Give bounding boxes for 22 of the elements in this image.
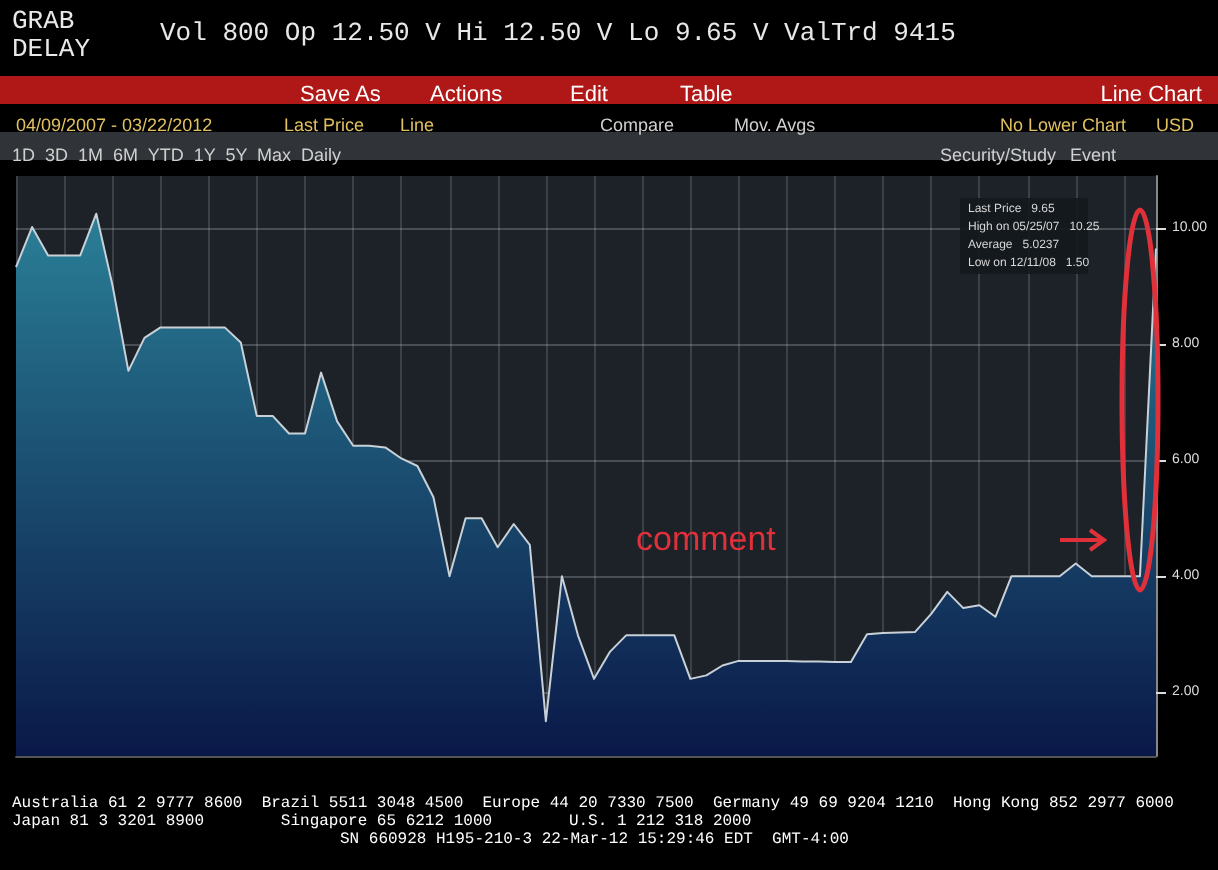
text: Mov. Avgs [734,115,817,135]
text: 04/09/2007 - 03/22/2012 [16,115,213,135]
text: Vol 800 Op 12.50 V Hi 12.50 V Lo 9.65 V ValTrd 9415 [160,18,956,48]
text: Edit [570,83,608,107]
text: Actions [430,83,504,107]
text: 1D 3D 1M 6M YTD 1Y 5Y Max Daily [12,145,343,165]
text: Save As [300,83,382,107]
text: No Lower Chart [1000,115,1128,135]
annotation: comment [636,520,777,558]
text: DELAY [12,34,91,64]
text: Australia 61 2 9777 8600 Brazil 5511 3048 4500 Europe 44 20 7330 7500 Germany 49 69 9204 1210 Hong Kong 852 2977 6000 [12,795,1175,813]
text: Japan 81 3 3201 8900 Singapore 65 6212 1000 U.S. 1 212 318 2000 [12,813,752,831]
text: Table [680,83,733,107]
text: SN 660928 H195-210-3 22-Mar-12 15:29:46 EDT GMT-4:00 [340,831,850,849]
text: Event [1070,145,1118,165]
text: Line [400,115,435,135]
text: GRAB [12,6,75,36]
text: Compare [600,115,675,135]
text: Security/Study [940,145,1058,165]
text: Last Price [284,115,365,135]
text: Line Chart [1100,83,1202,107]
text: USD [1156,115,1195,135]
